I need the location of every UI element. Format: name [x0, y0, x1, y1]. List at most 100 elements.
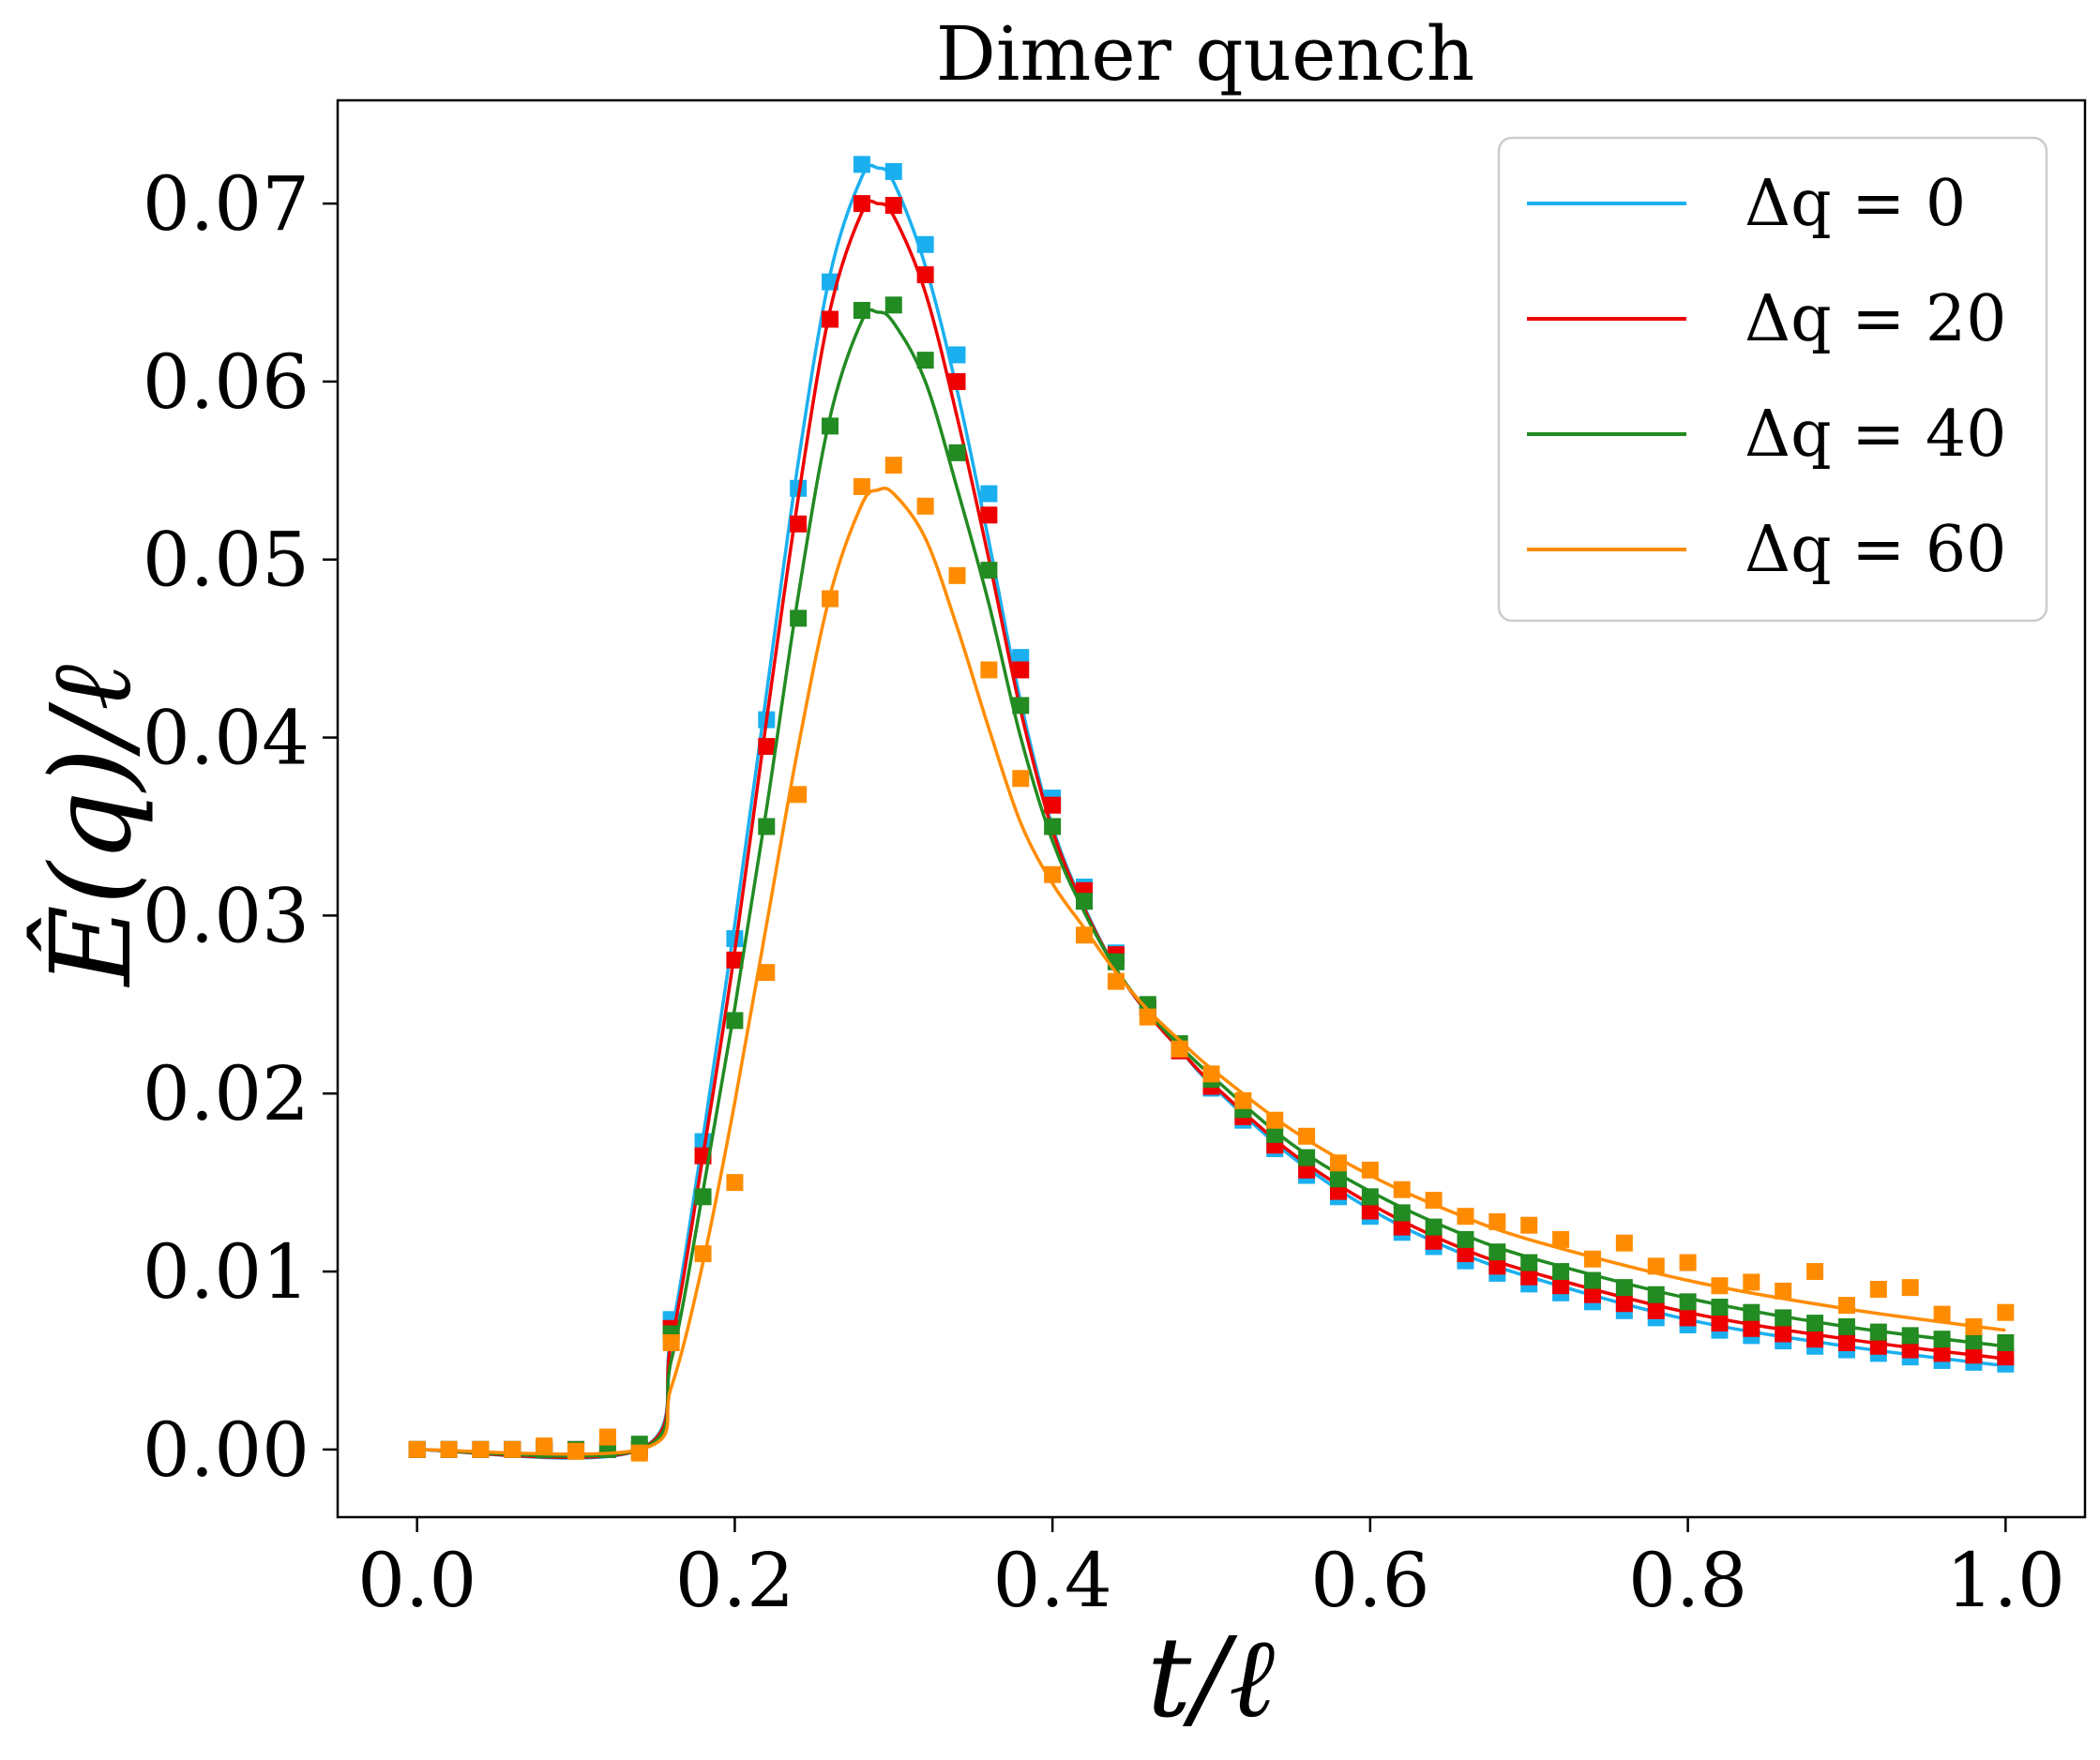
series-marker-dq60 [1901, 1279, 1919, 1297]
series-marker-dq60 [948, 566, 966, 584]
series-marker-dq60 [1139, 1008, 1156, 1026]
series-marker-dq60 [1806, 1263, 1824, 1281]
series-marker-dq20 [1775, 1325, 1792, 1343]
series-marker-dq60 [1743, 1273, 1760, 1291]
series-marker-dq40 [1012, 697, 1030, 715]
series-marker-dq40 [948, 444, 966, 461]
legend-label-dq0: Δq = 0 [1745, 167, 1966, 241]
series-marker-dq40 [1933, 1331, 1951, 1348]
series-marker-dq20 [1933, 1345, 1951, 1362]
series-marker-dq60 [504, 1440, 521, 1458]
series-marker-dq40 [790, 609, 808, 627]
series-marker-dq20 [1012, 661, 1030, 679]
series-marker-dq60 [1775, 1282, 1792, 1300]
series-marker-dq20 [1520, 1268, 1538, 1286]
y-axis: 0.00 0.01 0.02 0.03 0.04 0.05 0.06 0.07 [143, 160, 338, 1494]
series-marker-dq60 [536, 1437, 553, 1455]
series-marker-dq20 [1552, 1277, 1570, 1295]
series-marker-dq60 [1679, 1254, 1697, 1271]
series-marker-dq60 [694, 1245, 712, 1263]
series-marker-dq60 [1361, 1161, 1379, 1179]
series-marker-dq40 [758, 818, 776, 835]
series-marker-dq60 [980, 661, 998, 679]
y-tick-label: 0.03 [143, 872, 310, 959]
series-marker-dq40 [1393, 1204, 1411, 1222]
x-tick-label: 0.0 [357, 1537, 476, 1624]
y-tick-label: 0.05 [143, 517, 310, 604]
series-marker-dq40 [1806, 1315, 1824, 1332]
series-marker-dq0 [853, 156, 870, 173]
series-marker-dq60 [822, 590, 839, 608]
series-marker-dq60 [1044, 865, 1062, 883]
series-marker-dq40 [1775, 1309, 1792, 1327]
x-tick-label: 0.8 [1628, 1537, 1747, 1624]
series-marker-dq20 [1457, 1245, 1474, 1263]
series-marker-dq60 [408, 1440, 426, 1458]
y-tick-label: 0.07 [143, 160, 310, 248]
series-marker-dq20 [853, 195, 870, 213]
chart-title: Dimer quench [936, 10, 1475, 98]
series-marker-dq60 [853, 477, 870, 495]
series-marker-dq20 [1488, 1257, 1506, 1275]
series-marker-dq20 [1615, 1295, 1633, 1313]
y-tick-label: 0.02 [143, 1050, 310, 1137]
series-marker-dq40 [1837, 1317, 1855, 1335]
series-marker-dq20 [1425, 1232, 1443, 1250]
series-marker-dq40 [1647, 1286, 1665, 1303]
x-axis: 0.0 0.2 0.4 0.6 0.8 1.0 [357, 1517, 2065, 1624]
series-marker-dq60 [726, 1174, 744, 1192]
series-marker-dq20 [1679, 1309, 1697, 1327]
series-marker-dq60 [790, 786, 808, 804]
series-marker-dq20 [948, 372, 966, 390]
series-marker-dq20 [980, 506, 998, 524]
series-marker-dq60 [1997, 1303, 2015, 1321]
series-marker-dq40 [884, 296, 902, 314]
series-marker-dq40 [1361, 1188, 1379, 1206]
series-marker-dq0 [916, 235, 934, 253]
series-marker-dq20 [1711, 1315, 1729, 1332]
y-tick-label: 0.06 [143, 338, 310, 426]
series-marker-dq60 [758, 964, 776, 982]
legend: Δq = 0 Δq = 20 Δq = 40 Δq = 60 [1497, 136, 2048, 623]
series-marker-dq40 [1711, 1299, 1729, 1316]
series-marker-dq60 [662, 1333, 680, 1351]
series-dq60 [408, 457, 2015, 1462]
series-marker-dq20 [1743, 1319, 1760, 1337]
series-marker-dq20 [1583, 1286, 1601, 1303]
series-marker-dq20 [1901, 1341, 1919, 1359]
series-marker-dq60 [1933, 1305, 1951, 1323]
series-marker-dq60 [1171, 1040, 1188, 1058]
series-marker-dq40 [1552, 1263, 1570, 1281]
series-marker-dq60 [1012, 770, 1030, 788]
series-marker-dq20 [1806, 1331, 1824, 1348]
series-marker-dq60 [1107, 972, 1125, 990]
series-marker-dq60 [1425, 1192, 1443, 1210]
series-marker-dq20 [1997, 1348, 2015, 1366]
y-axis-label: Ê(q)/ℓ [26, 665, 156, 988]
x-tick-label: 1.0 [1946, 1537, 2065, 1624]
series-marker-dq60 [1552, 1230, 1570, 1248]
series-marker-dq20 [1647, 1301, 1665, 1319]
series-marker-dq60 [1298, 1127, 1316, 1145]
series-marker-dq60 [1266, 1111, 1284, 1129]
series-marker-dq40 [1901, 1327, 1919, 1345]
series-marker-dq0 [726, 930, 744, 948]
series-marker-dq40 [1679, 1293, 1697, 1311]
series-marker-dq60 [1488, 1212, 1506, 1230]
x-axis-label: t/ℓ [1147, 1613, 1275, 1742]
plot-area [336, 98, 2087, 1519]
series-marker-dq40 [916, 352, 934, 369]
series-marker-dq0 [948, 346, 966, 364]
series-marker-dq40 [1266, 1125, 1284, 1143]
series-marker-dq40 [1520, 1254, 1538, 1271]
series-marker-dq20 [726, 951, 744, 969]
series-marker-dq60 [1615, 1234, 1633, 1252]
series-marker-dq40 [1488, 1243, 1506, 1261]
series-marker-dq60 [1837, 1297, 1855, 1315]
series-marker-dq60 [1329, 1154, 1347, 1172]
y-tick-label: 0.00 [143, 1406, 310, 1494]
series-marker-dq40 [1329, 1170, 1347, 1188]
series-marker-dq60 [1647, 1257, 1665, 1275]
y-tick-label: 0.01 [143, 1228, 310, 1316]
